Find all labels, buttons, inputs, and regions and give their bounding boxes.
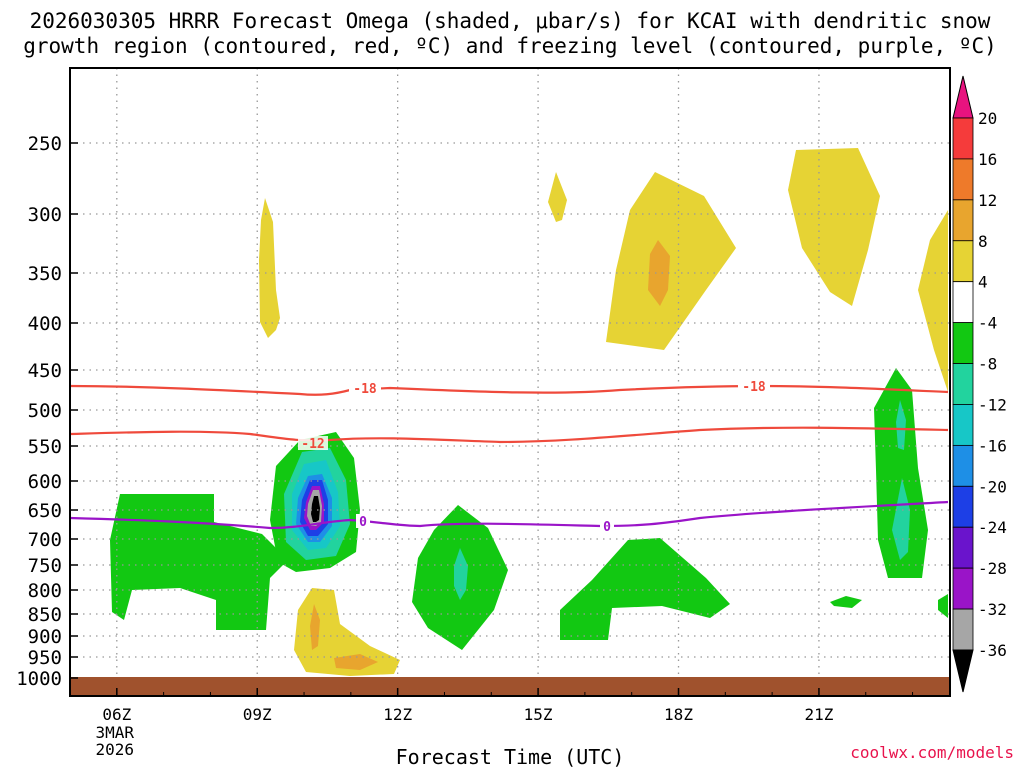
omega-patch-black-0930	[311, 496, 320, 522]
colorbar-top-arrow	[952, 75, 974, 119]
colorbar-label--20: -20	[978, 477, 1007, 496]
colorbar-label-8: 8	[978, 232, 988, 251]
y-tick-label-600: 600	[28, 471, 62, 493]
colorbar-swatch	[952, 322, 974, 364]
y-tick-label-550: 550	[28, 436, 62, 458]
x-tick-label-18Z: 18Z	[664, 705, 693, 724]
chart-title-line-1: 2026030305 HRRR Forecast Omega (shaded, …	[30, 9, 991, 33]
omega-patch-teal-2200-a	[896, 400, 906, 450]
omega-patch-orange-1000-low-a	[310, 604, 320, 650]
omega-patch-orange-1000-low-b	[334, 654, 378, 670]
omega-patch-green-2200	[874, 368, 928, 578]
x-tick-year: 2026	[96, 740, 135, 759]
colorbar-label--4: -4	[978, 314, 997, 333]
y-tick-label-650: 650	[28, 500, 62, 522]
freezing-level-contour	[69, 500, 949, 530]
x-tick-date: 3MAR	[96, 723, 135, 742]
omega-patch-orange-1700	[648, 240, 670, 306]
colorbar-label--8: -8	[978, 355, 997, 374]
colorbar-swatch	[952, 281, 974, 324]
dgz-contour-minus-12	[69, 426, 949, 444]
colorbar-label-12: 12	[978, 191, 997, 210]
y-tick-label-400: 400	[28, 313, 62, 335]
colorbar-label--32: -32	[978, 600, 1007, 619]
omega-patch-yellow-2330	[918, 210, 948, 392]
colorbar-swatch	[952, 526, 974, 569]
omega-patch-teal-1300	[454, 548, 468, 600]
y-tick-label-450: 450	[28, 360, 62, 382]
colorbar-label--16: -16	[978, 436, 1007, 455]
colorbar-swatch	[952, 363, 974, 405]
colorbar-label-16: 16	[978, 150, 997, 169]
colorbar-swatch	[952, 117, 974, 160]
omega-patch-green-0600	[110, 494, 288, 630]
omega-patch-yellow-1000-low	[294, 588, 400, 676]
omega-patch-yellow-0930	[259, 198, 280, 338]
y-tick-label-750: 750	[28, 555, 62, 577]
x-tick-label-21Z: 21Z	[804, 705, 833, 724]
chart-title-line-2: growth region (contoured, red, ºC) and f…	[23, 34, 997, 58]
y-tick-label-250: 250	[28, 133, 62, 155]
dgz-contour-minus-18	[69, 384, 949, 396]
colorbar: 20 16 12 8 4 -4 -8 -12 -16 -20 -24 -28 -32 -36	[952, 75, 1007, 693]
y-tick-label-700: 700	[28, 529, 62, 551]
omega-patch-yellow-1500	[548, 172, 567, 222]
dgz-label-minus-18-a: -18	[353, 382, 377, 397]
colorbar-swatch	[952, 567, 974, 610]
colorbar-label--24: -24	[978, 518, 1007, 537]
freezing-label-0-b: 0	[603, 520, 611, 535]
plot-frame	[69, 67, 951, 697]
colorbar-swatch	[952, 199, 974, 242]
omega-patch-green-2100-small	[830, 596, 862, 608]
ground-surface	[70, 677, 950, 696]
colorbar-label-20: 20	[978, 109, 997, 128]
credit-text: coolwx.com/models	[850, 743, 1014, 762]
colorbar-label--12: -12	[978, 395, 1007, 414]
x-tick-label-12Z: 12Z	[383, 705, 412, 724]
x-tick-label-09Z: 09Z	[243, 705, 272, 724]
y-tick-label-300: 300	[28, 204, 62, 226]
freezing-label-0-a: 0	[359, 515, 367, 530]
colorbar-swatch	[952, 485, 974, 528]
colorbar-label--36: -36	[978, 641, 1007, 660]
colorbar-label--28: -28	[978, 559, 1007, 578]
colorbar-swatch	[952, 608, 974, 651]
y-tick-label-900: 900	[28, 626, 62, 648]
x-tick-label-06Z: 06Z	[102, 705, 131, 724]
colorbar-bottom-arrow	[952, 649, 974, 693]
omega-patch-yellow-2000	[788, 148, 880, 306]
x-tick-label-15Z: 15Z	[524, 705, 553, 724]
colorbar-label-4: 4	[978, 273, 988, 292]
y-tick-label-950: 950	[28, 647, 62, 669]
omega-shading	[110, 148, 948, 676]
x-axis-label: Forecast Time (UTC)	[396, 745, 625, 768]
colorbar-swatch	[952, 404, 974, 446]
y-axis-ticks: 2503003504004505005506006507007508008509…	[16, 133, 78, 690]
omega-patch-green-2340	[938, 594, 948, 618]
dgz-label-minus-18-b: -18	[742, 380, 766, 395]
omega-patch-yellow-1700	[606, 172, 736, 350]
y-tick-label-500: 500	[28, 400, 62, 422]
y-tick-label-850: 850	[28, 604, 62, 626]
colorbar-swatch	[952, 444, 974, 487]
omega-patch-green-1700	[560, 538, 730, 640]
y-tick-label-1000: 1000	[16, 668, 62, 690]
colorbar-swatch	[952, 240, 974, 283]
contour-lines: -18 -18 -12 0 0	[69, 379, 949, 535]
y-tick-label-800: 800	[28, 580, 62, 602]
y-tick-label-350: 350	[28, 263, 62, 285]
colorbar-swatch	[952, 158, 974, 201]
grid-lines	[70, 68, 950, 696]
dgz-label-minus-12: -12	[301, 437, 324, 452]
